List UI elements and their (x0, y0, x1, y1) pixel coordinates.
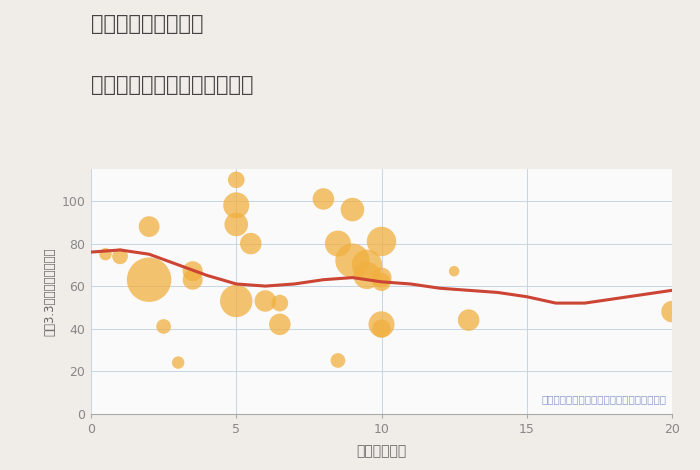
Point (187, 267, 198, 275)
Point (274, 299, 286, 307)
Point (114, 252, 126, 260)
Point (318, 195, 329, 203)
Point (231, 297, 242, 305)
Point (144, 223, 155, 230)
Point (376, 274, 387, 282)
X-axis label: 駅距離（分）: 駅距離（分） (356, 445, 407, 459)
Y-axis label: 坪（3.3㎡）単価（万円）: 坪（3.3㎡）単価（万円） (43, 247, 56, 336)
Point (100, 251, 111, 258)
Point (332, 240, 344, 247)
Point (187, 276, 198, 283)
Point (346, 257, 358, 264)
Point (449, 267, 460, 275)
Text: 三重県伊賀市予野の: 三重県伊賀市予野の (91, 14, 204, 34)
Point (376, 238, 387, 245)
Point (346, 206, 358, 213)
Point (172, 359, 183, 366)
Point (332, 357, 344, 364)
Point (231, 202, 242, 209)
Point (463, 316, 475, 324)
Point (376, 278, 387, 286)
Point (361, 261, 372, 268)
Point (144, 276, 155, 283)
Text: 円の大きさは、取引のあった物件面積を示す: 円の大きさは、取引のあった物件面積を示す (541, 394, 666, 404)
Point (274, 321, 286, 328)
Point (376, 321, 387, 328)
Point (245, 240, 256, 247)
Point (260, 297, 271, 305)
Point (376, 325, 387, 332)
Point (158, 323, 169, 330)
Point (666, 308, 678, 315)
Point (231, 221, 242, 228)
Point (361, 272, 372, 279)
Point (231, 176, 242, 184)
Text: 駅距離別中古マンション価格: 駅距離別中古マンション価格 (91, 75, 253, 95)
